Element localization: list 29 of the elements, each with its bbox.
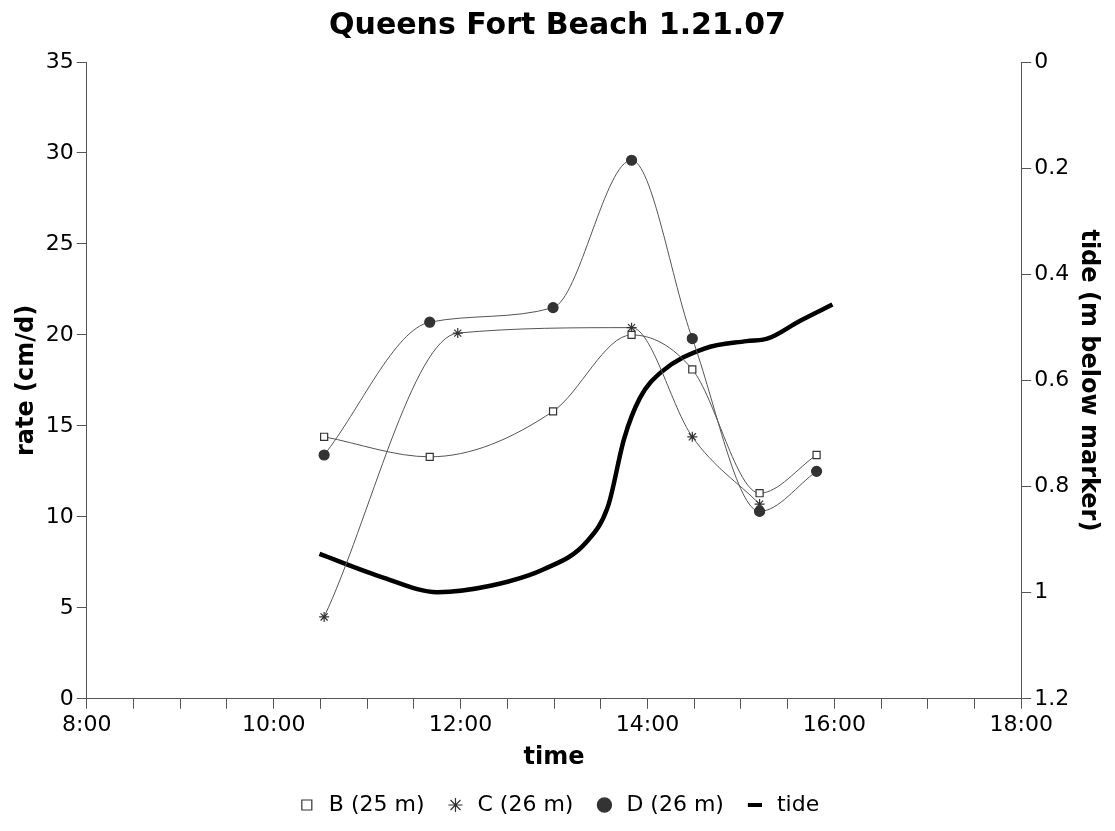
legend-label: C (26 m) [477, 790, 574, 816]
legend-label: D (26 m) [626, 790, 724, 816]
chart-title: Queens Fort Beach 1.21.07 [329, 5, 786, 41]
x-tick-label: 18:00 [989, 710, 1053, 736]
legend-label: B (25 m) [328, 790, 425, 816]
x-tick-label: 8:00 [62, 710, 112, 736]
y2-tick-label: 1 [1034, 578, 1049, 604]
y2-tick-label: 0.8 [1034, 472, 1070, 498]
y2-tick-label: 0 [1034, 47, 1049, 73]
y-tick-label: 5 [59, 593, 74, 619]
y-axis-title: rate (cm/d) [10, 304, 39, 457]
x-tick-label: 14:00 [615, 710, 680, 736]
x-axis-title: time [523, 741, 585, 770]
y2-tick-label: 0.2 [1034, 153, 1070, 179]
legend-label: tide [776, 790, 820, 816]
y2-tick-label: 1.2 [1034, 684, 1070, 710]
y-tick-label: 0 [59, 684, 74, 710]
y-tick-label: 25 [45, 229, 74, 255]
y-tick-label: 35 [45, 47, 74, 73]
y-tick-label: 15 [45, 411, 74, 437]
y2-tick-label: 0.6 [1034, 366, 1070, 392]
y-tick-label: 30 [45, 138, 74, 164]
y2-tick-label: 0.4 [1034, 259, 1070, 285]
y-tick-label: 20 [45, 320, 74, 346]
x-tick-label: 12:00 [428, 710, 493, 736]
y2-axis-title: tide (m below marker) [1076, 229, 1105, 532]
x-tick-label: 16:00 [802, 710, 867, 736]
x-tick-label: 10:00 [241, 710, 306, 736]
y-tick-label: 10 [45, 502, 74, 528]
